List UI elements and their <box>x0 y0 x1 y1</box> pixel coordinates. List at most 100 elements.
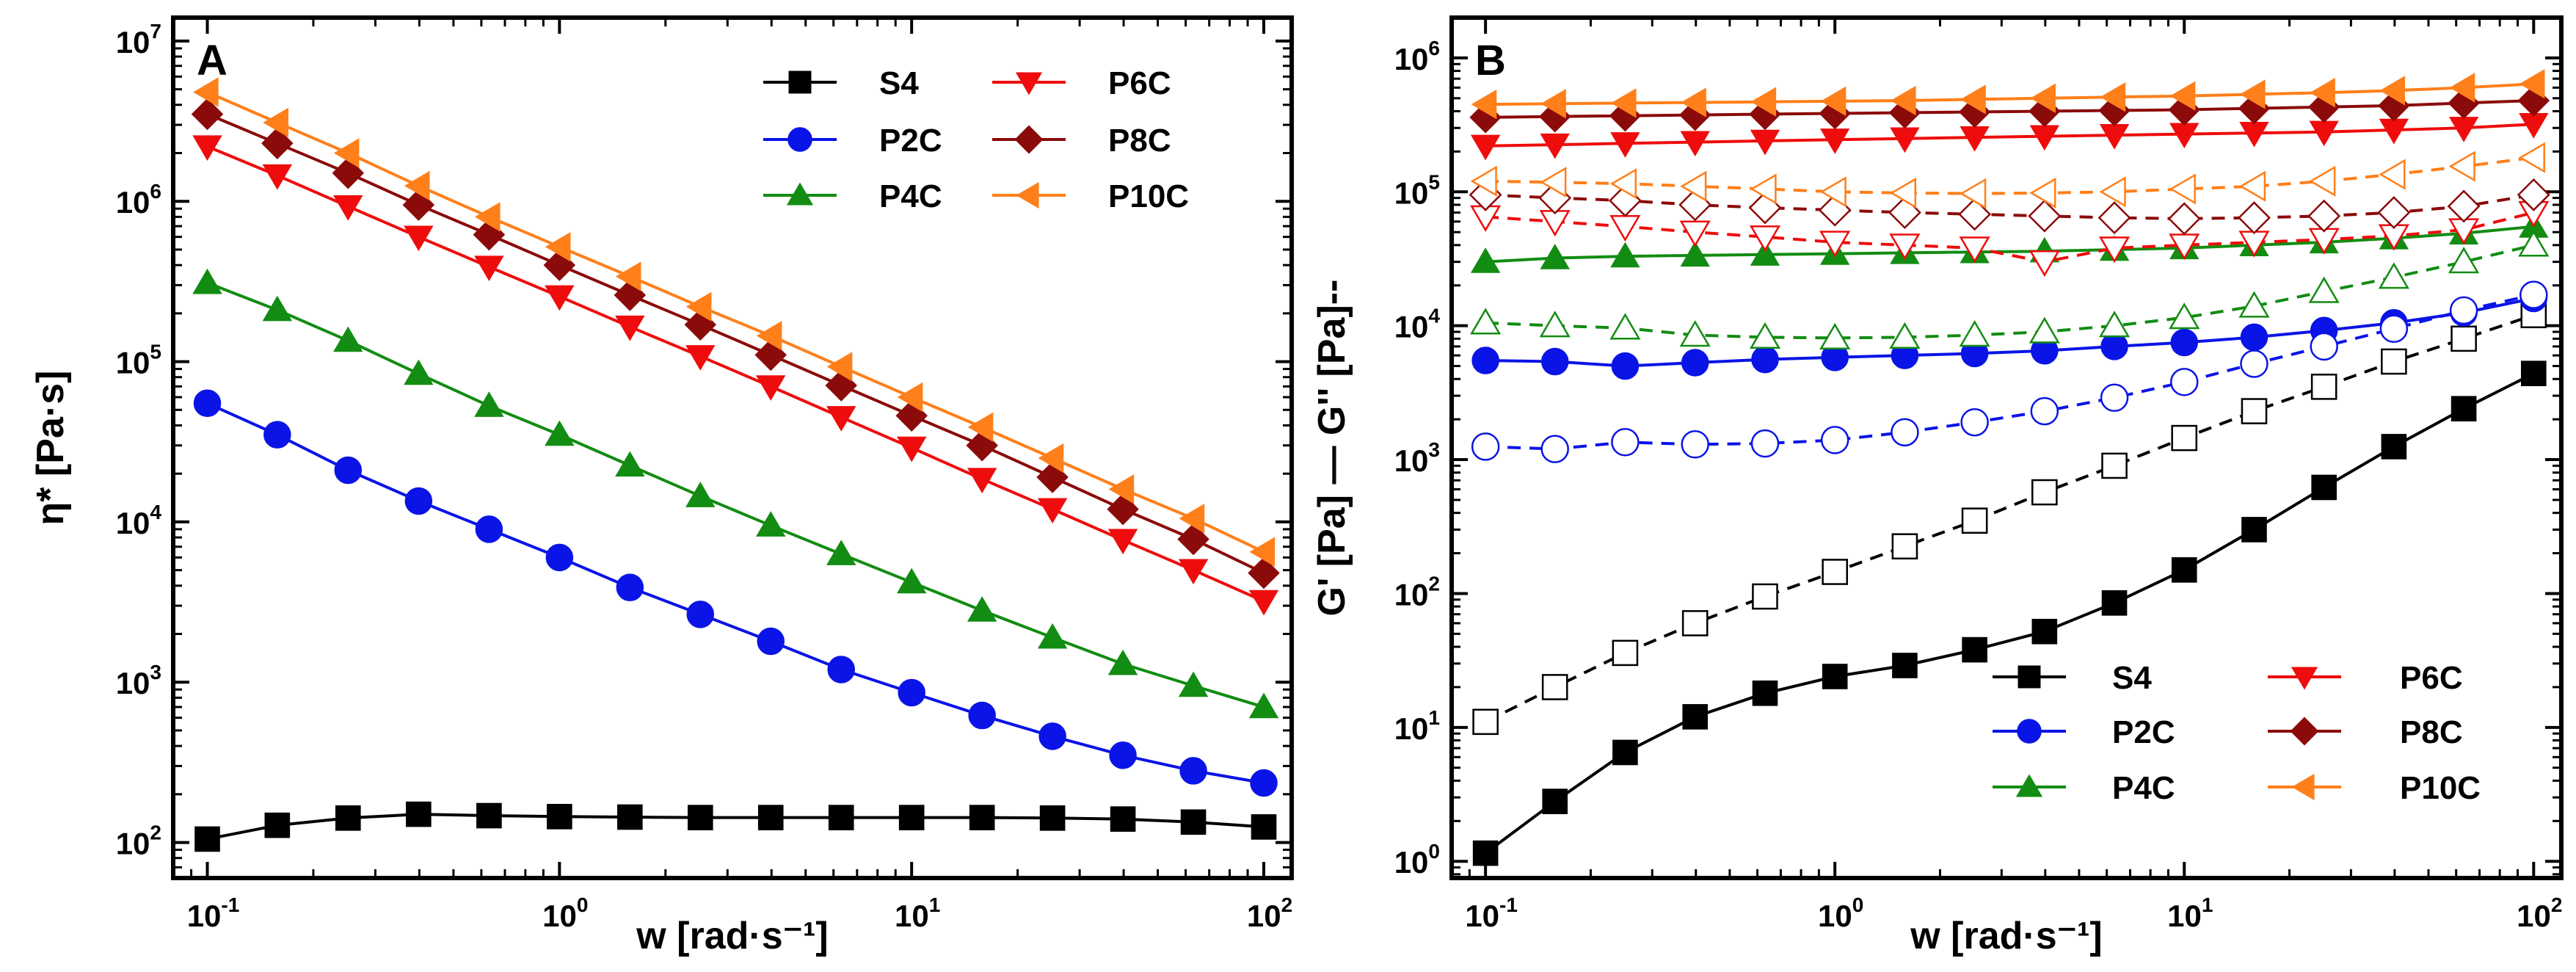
x-tick-label-base: 10 <box>187 899 222 933</box>
data-point <box>191 98 224 131</box>
data-point <box>1037 498 1068 524</box>
data-point <box>1889 177 1917 208</box>
y-tick-label-exp: 5 <box>1428 170 1440 193</box>
data-point <box>476 802 502 829</box>
y-tick-label-base: 10 <box>116 666 150 700</box>
data-point <box>1889 322 1921 349</box>
x-tick-label-base: 10 <box>1818 899 1852 933</box>
x-tick-label: 10-1 <box>187 893 240 933</box>
data-point <box>1819 176 1847 208</box>
data-point <box>1539 311 1571 338</box>
data-point <box>2240 323 2268 352</box>
legend-marker <box>2017 665 2041 689</box>
y-tick-label-base: 10 <box>1394 443 1429 478</box>
data-point <box>1750 87 1777 117</box>
data-point <box>1180 809 1207 835</box>
data-point <box>897 382 923 413</box>
data-point <box>2451 325 2477 352</box>
data-point <box>1680 131 1710 157</box>
data-point <box>1820 426 1849 454</box>
legend-label: P8C <box>1108 123 1171 159</box>
data-point <box>2520 360 2547 387</box>
data-point <box>2238 291 2270 318</box>
data-point <box>2241 398 2268 424</box>
series-line <box>1484 371 2535 855</box>
data-point <box>1959 236 1990 264</box>
data-point <box>2310 78 2335 108</box>
data-point <box>1039 805 1066 831</box>
legend: S4 P6C P2C P8C P4C P10C <box>1993 660 2481 806</box>
y-tick-label-exp: 3 <box>1428 438 1440 461</box>
data-point <box>1472 708 1499 736</box>
data-point <box>2031 479 2058 506</box>
data-point <box>828 805 854 830</box>
series-line <box>207 813 1265 841</box>
data-point <box>404 225 434 252</box>
data-point <box>1750 173 1777 205</box>
legend-label: P4C <box>2112 770 2175 806</box>
data-point <box>617 804 643 830</box>
plot-frame <box>171 15 1294 880</box>
y-axis-title: η* [Pa·s] <box>29 371 72 526</box>
series-line <box>206 145 1265 603</box>
data-point <box>1540 133 1570 159</box>
data-point <box>1749 322 1781 349</box>
data-point <box>967 596 997 622</box>
y-axis-title-storage: G' [Pa] — <box>1311 435 1353 616</box>
data-point <box>1471 432 1500 461</box>
data-point <box>1960 407 1989 437</box>
y-tick-label-exp: 1 <box>1428 706 1440 729</box>
data-point <box>1610 88 1637 118</box>
data-point <box>1679 220 1711 247</box>
data-point <box>756 375 786 401</box>
x-tick-label: 100 <box>542 893 588 933</box>
x-axis: 10-1 100 101 102 <box>1465 18 2562 933</box>
data-point <box>826 352 853 382</box>
data-point <box>2101 590 2128 616</box>
series-line <box>1485 82 2534 106</box>
data-point <box>2171 424 2198 451</box>
legend-marker <box>787 127 812 152</box>
data-point <box>685 291 712 322</box>
data-point <box>967 412 994 443</box>
legend: S4 P6C P2C P8C P4C P10C <box>763 65 1189 214</box>
data-point <box>1038 722 1066 750</box>
legend-label: S4 <box>879 65 919 101</box>
data-point <box>2097 201 2131 235</box>
series-line <box>1485 99 2534 119</box>
series-line <box>206 112 1265 575</box>
legend-marker <box>1014 125 1044 154</box>
data-point <box>1179 504 1205 534</box>
data-point <box>1820 86 1847 117</box>
data-point <box>192 268 222 294</box>
data-point <box>2099 176 2126 208</box>
data-point <box>1539 210 1571 237</box>
data-point <box>2310 374 2337 400</box>
data-point <box>1752 680 1778 706</box>
data-point <box>1542 788 1568 814</box>
data-point <box>686 601 715 628</box>
data-point <box>616 573 644 601</box>
data-point <box>2030 83 2056 114</box>
data-point <box>262 164 293 190</box>
data-point <box>2098 236 2131 264</box>
y-tick-label-base: 10 <box>116 346 150 380</box>
data-point <box>1750 240 1780 266</box>
data-point <box>404 359 434 385</box>
data-point <box>1681 349 1709 377</box>
legend-label: P2C <box>879 123 942 159</box>
x-tick-label-exp: -1 <box>221 893 239 916</box>
y-tick-label: 102 <box>1394 572 1440 612</box>
data-point <box>194 826 220 852</box>
y-tick-label: 106 <box>116 180 161 220</box>
y-tick-label: 106 <box>1394 37 1440 76</box>
x-tick-label-exp: 0 <box>1852 893 1864 916</box>
data-point <box>1610 242 1640 268</box>
data-point <box>404 487 433 515</box>
data-point <box>896 567 927 594</box>
y-tick-label-base: 10 <box>1394 845 1429 879</box>
data-point <box>193 389 222 418</box>
data-point <box>2308 276 2340 303</box>
y-tick-label-exp: 5 <box>150 341 161 363</box>
data-point <box>1177 523 1209 556</box>
